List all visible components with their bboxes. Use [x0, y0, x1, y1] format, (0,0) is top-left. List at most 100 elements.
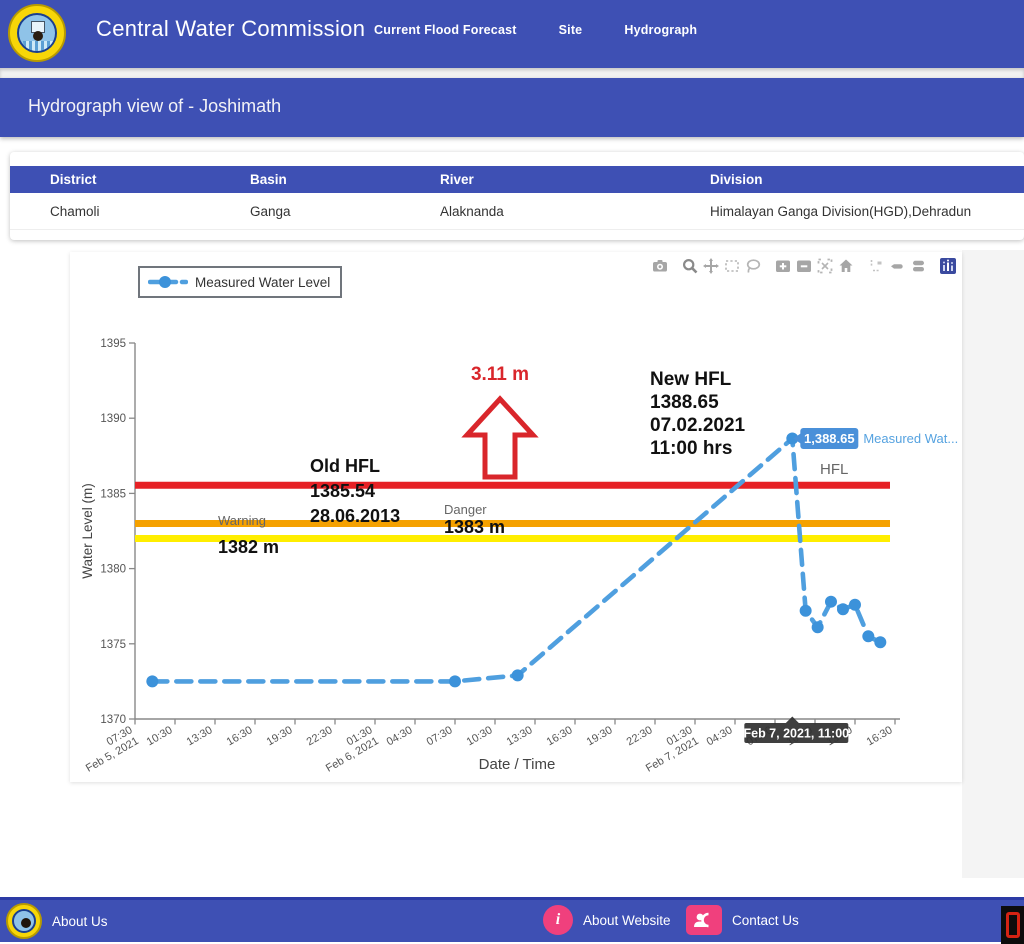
x-tick-label: 22:30	[305, 724, 335, 748]
cell-division: Himalayan Ganga Division(HGD),Dehradun	[710, 203, 972, 219]
x-tick-label: 13:30	[185, 724, 215, 748]
y-tick-label: 1380	[100, 564, 126, 576]
station-table-row: Chamoli Ganga Alaknanda Himalayan Ganga Div…	[10, 193, 1024, 230]
point-tooltip	[800, 428, 859, 450]
cwc-logo-small-icon	[6, 903, 42, 939]
spike-lines-icon[interactable]	[865, 258, 886, 275]
x-tick-label: 07:30	[425, 724, 455, 748]
station-table-header: District Basin River Division	[10, 166, 1024, 193]
reset-axes-icon[interactable]	[835, 258, 856, 275]
column-header-river: River	[440, 172, 474, 187]
footer-about-website-label: About Website	[583, 912, 671, 928]
column-header-basin: Basin	[250, 172, 287, 187]
cell-district: Chamoli	[50, 203, 100, 219]
page-title: Hydrograph view of - Joshimath	[28, 96, 282, 116]
y-tick-label: 1375	[100, 639, 126, 651]
x-tick-label: 16:30	[545, 724, 575, 748]
point-tooltip-series: Measured Wat...	[863, 431, 958, 446]
footer-about-us[interactable]: About Us	[6, 903, 108, 939]
corner-badge-icon	[1001, 906, 1024, 944]
nav-link-current-flood-forecast[interactable]: Current Flood Forecast	[374, 23, 517, 37]
cell-basin: Ganga	[250, 203, 291, 219]
data-point-marker[interactable]	[799, 604, 812, 617]
zoom-out-icon[interactable]	[793, 258, 814, 275]
annotation-warning-value: 1382 m	[218, 537, 279, 557]
y-tick-label: 1385	[100, 488, 126, 500]
pan-icon[interactable]	[700, 258, 721, 275]
y-tick-label: 1390	[100, 413, 126, 425]
y-tick-label: 1395	[100, 338, 126, 350]
contact-icon	[686, 905, 722, 935]
data-point-marker[interactable]	[874, 636, 887, 649]
cell-river: Alaknanda	[440, 203, 504, 219]
x-tick-label: 04:30	[705, 724, 735, 748]
autoscale-icon[interactable]	[814, 258, 835, 275]
footer-about-us-label: About Us	[52, 913, 108, 929]
chart-side-gutter	[962, 250, 1024, 878]
data-point-marker[interactable]	[862, 630, 875, 643]
footer-about-website[interactable]: i About Website	[543, 905, 671, 935]
footer-contact-us-label: Contact Us	[732, 912, 799, 928]
annotation-old-hfl-label: Old HFL 1385.54 28.06.2013	[310, 456, 400, 526]
data-point-marker[interactable]	[824, 595, 837, 608]
column-header-division: Division	[710, 172, 763, 187]
data-point-marker[interactable]	[836, 603, 849, 616]
page-title-bar: Hydrograph view of - Joshimath	[0, 78, 1024, 137]
annotation-danger-name: Danger	[444, 502, 487, 517]
annotation-new-hfl-label: New HFL 1388.65 07.02.2021 11:00 hrs	[650, 369, 746, 459]
x-tick-label: 07:30Feb 5, 2021	[78, 724, 141, 775]
cwc-logo	[8, 4, 66, 62]
app-footer: About Us i About Website Contact Us	[0, 897, 1024, 944]
hover-compare-icon[interactable]	[907, 258, 928, 275]
legend-line-sample	[148, 276, 188, 288]
top-nav: Current Flood Forecast Site Hydrograph	[374, 23, 697, 37]
camera-icon[interactable]	[649, 258, 670, 275]
data-point-marker[interactable]	[448, 675, 461, 688]
axis-tooltip-label: Feb 7, 2021, 11:00	[743, 727, 849, 741]
annotation-danger-value: 1383 m	[444, 517, 505, 537]
data-point-marker[interactable]	[511, 669, 524, 682]
data-point-marker[interactable]	[848, 598, 861, 611]
annotation-gap-label: 3.11 m	[471, 364, 529, 385]
x-tick-label: 16:30	[225, 724, 255, 748]
x-tick-label: 10:30	[465, 724, 495, 748]
x-tick-label: 13:30	[505, 724, 535, 748]
plotly-logo-icon[interactable]	[937, 258, 958, 275]
station-info-card: District Basin River Division Chamoli Ganga A…	[10, 152, 1024, 240]
nav-link-hydrograph[interactable]: Hydrograph	[624, 23, 698, 37]
x-tick-label: 04:30	[385, 724, 415, 748]
y-tick-label: 1370	[100, 714, 126, 726]
x-tick-label: 10:30	[145, 724, 175, 748]
hydrograph-chart-card: 1370 1375 1380 1385 1390 1395 07:30Feb 5, 2021…	[70, 252, 962, 782]
y-axis-title: Water Level (m)	[80, 483, 95, 579]
rise-arrow-icon	[461, 395, 539, 480]
footer-contact-us[interactable]: Contact Us	[686, 905, 799, 935]
annotation-hfl-tag: HFL	[820, 461, 848, 478]
x-axis-title: Date / Time	[479, 756, 556, 773]
hover-closest-icon[interactable]	[886, 258, 907, 275]
zoom-in-icon[interactable]	[772, 258, 793, 275]
plotly-modebar	[649, 257, 958, 275]
point-tooltip-value: 1,388.65	[804, 431, 855, 446]
axis-tooltip	[744, 723, 849, 743]
data-point-marker[interactable]	[146, 675, 159, 688]
chart-legend[interactable]: Measured Water Level	[138, 266, 343, 298]
x-tick-label: 16:30	[865, 724, 895, 748]
box-select-icon[interactable]	[721, 258, 742, 275]
lasso-icon[interactable]	[742, 258, 763, 275]
x-tick-label: 19:30	[585, 724, 615, 748]
app-header: Central Water Commission Current Flood F…	[0, 0, 1024, 68]
zoom-icon[interactable]	[679, 258, 700, 275]
nav-link-site[interactable]: Site	[558, 23, 583, 37]
hydrograph-plot[interactable]: 1370 1375 1380 1385 1390 1395 07:30Feb 5, 2021…	[70, 252, 962, 782]
legend-label: Measured Water Level	[195, 274, 331, 290]
info-icon: i	[543, 905, 573, 935]
column-header-district: District	[50, 172, 97, 187]
app-title: Central Water Commission	[96, 16, 366, 41]
annotation-warning-name: Warning	[218, 513, 266, 528]
x-tick-label: 19:30	[265, 724, 295, 748]
data-point-marker[interactable]	[786, 432, 799, 445]
x-tick-label: 22:30	[625, 724, 655, 748]
header-divider	[0, 68, 1024, 78]
data-point-marker[interactable]	[811, 621, 824, 634]
